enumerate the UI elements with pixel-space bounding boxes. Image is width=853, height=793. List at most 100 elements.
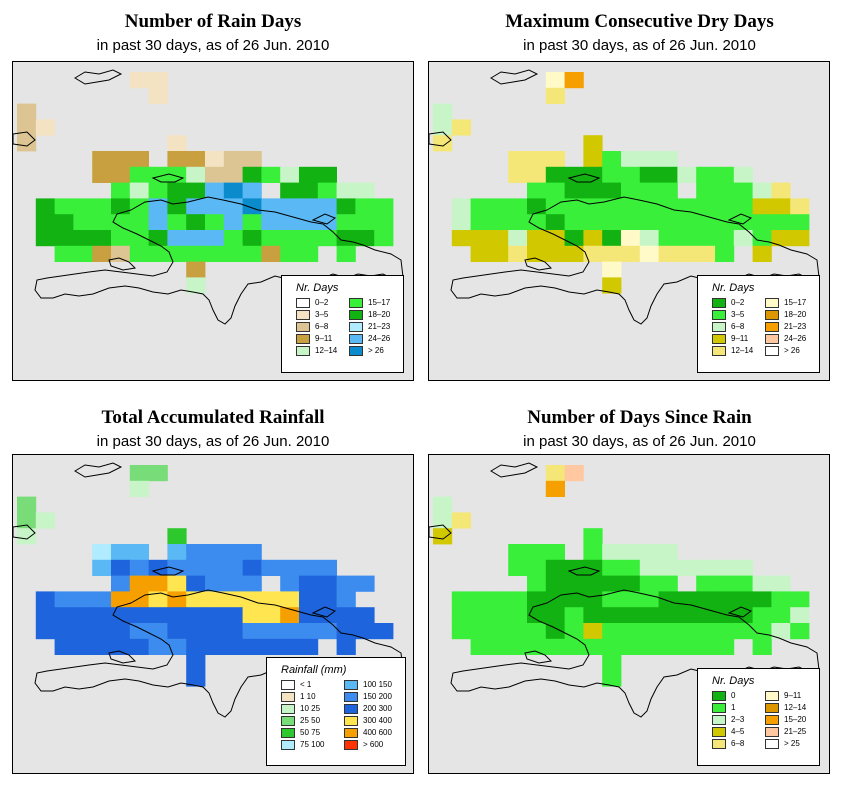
grid-cell (621, 166, 641, 183)
grid-cell (280, 198, 300, 215)
grid-cell (54, 607, 74, 624)
grid-cell (658, 245, 678, 262)
grid-cell (223, 230, 243, 247)
grid-cell (545, 623, 565, 640)
grid-cell (280, 575, 300, 592)
grid-cell (223, 182, 243, 199)
coastline (34, 196, 404, 325)
grid-cell (658, 638, 678, 655)
grid-cell (451, 198, 471, 215)
legend-swatch (344, 739, 358, 750)
grid-cell (355, 575, 375, 592)
grid-cell (696, 638, 716, 655)
coastline (490, 462, 539, 478)
panel-subtitle: in past 30 days, as of 26 Jun. 2010 (96, 37, 330, 54)
grid-cell (602, 544, 622, 561)
grid-cell (17, 528, 37, 545)
grid-cell (564, 72, 584, 89)
grid-cell (677, 607, 697, 624)
grid-cell (261, 245, 281, 262)
legend-swatch (765, 309, 779, 320)
grid-cell (508, 151, 528, 168)
grid-cell (564, 230, 584, 247)
grid-cell (148, 214, 168, 231)
grid-cell (715, 607, 735, 624)
grid-cell (111, 151, 131, 168)
grid-cell (167, 638, 187, 655)
grid-cell (733, 591, 753, 608)
grid-cell (111, 559, 131, 576)
grid-cell (602, 166, 622, 183)
grid-cell (129, 544, 149, 561)
legend-swatch (296, 297, 310, 308)
grid-cell (790, 591, 810, 608)
legend-label: 21–23 (784, 322, 807, 331)
legend-item: 400 600 (344, 727, 407, 738)
grid-cell (508, 166, 528, 183)
grid-cell (583, 591, 603, 608)
grid-cell (111, 623, 131, 640)
legend-label: 25 50 (300, 716, 321, 725)
grid-cell (205, 198, 225, 215)
grid-cell (752, 591, 772, 608)
legend-title: Nr. Days (712, 675, 755, 687)
grid-cell (658, 166, 678, 183)
legend-swatch (712, 738, 726, 749)
legend-item: 100 150 (344, 679, 407, 690)
grid-cell (205, 230, 225, 247)
legend-label: 50 75 (300, 728, 321, 737)
grid-cell (317, 591, 337, 608)
grid-cell (73, 607, 93, 624)
grid-cell (223, 166, 243, 183)
grid-cell (205, 623, 225, 640)
legend-item: 150 200 (344, 691, 407, 702)
grid-cell (733, 575, 753, 592)
grid-cell (355, 623, 375, 640)
grid-cell (17, 119, 37, 136)
legend-item: 3–5 (712, 309, 744, 320)
grid-cell (242, 230, 262, 247)
legend-item: 18–20 (349, 309, 390, 320)
grid-cell (715, 575, 735, 592)
grid-cell (129, 465, 149, 482)
grid-cell (545, 559, 565, 576)
legend-swatch (344, 691, 358, 702)
grid-cell (527, 245, 547, 262)
grid-cell (205, 245, 225, 262)
grid-cell (129, 198, 149, 215)
legend-swatch (281, 691, 295, 702)
grid-cell (621, 214, 641, 231)
legend-item: < 1 (281, 679, 344, 690)
grid-cell (583, 245, 603, 262)
grid-cell (752, 638, 772, 655)
legend-item: 9–11 (712, 333, 748, 344)
grid-cell (715, 623, 735, 640)
grid-cell (545, 591, 565, 608)
panel-title: Number of Rain Days (124, 11, 302, 32)
grid-cell (696, 575, 716, 592)
grid-cell (186, 277, 206, 294)
grid-cell (752, 214, 772, 231)
grid-cell (299, 623, 319, 640)
legend-swatch (349, 309, 363, 320)
grid-cell (92, 214, 112, 231)
grid-cell (564, 166, 584, 183)
grid-cell (35, 607, 55, 624)
grid-cell (564, 559, 584, 576)
grid-cell (621, 623, 641, 640)
grid-cell (583, 623, 603, 640)
grid-cell (639, 182, 659, 199)
grid-cell (92, 151, 112, 168)
legend-item: 300 400 (344, 715, 407, 726)
grid-cell (564, 245, 584, 262)
grid-cell (317, 607, 337, 624)
grid-cell (242, 182, 262, 199)
grid-cell (148, 182, 168, 199)
grid-cell (129, 166, 149, 183)
grid-cell (17, 135, 37, 152)
grid-cell (545, 607, 565, 624)
grid-cell (186, 638, 206, 655)
grid-cell (186, 559, 206, 576)
grid-cell (54, 214, 74, 231)
legend-swatch (349, 321, 363, 332)
